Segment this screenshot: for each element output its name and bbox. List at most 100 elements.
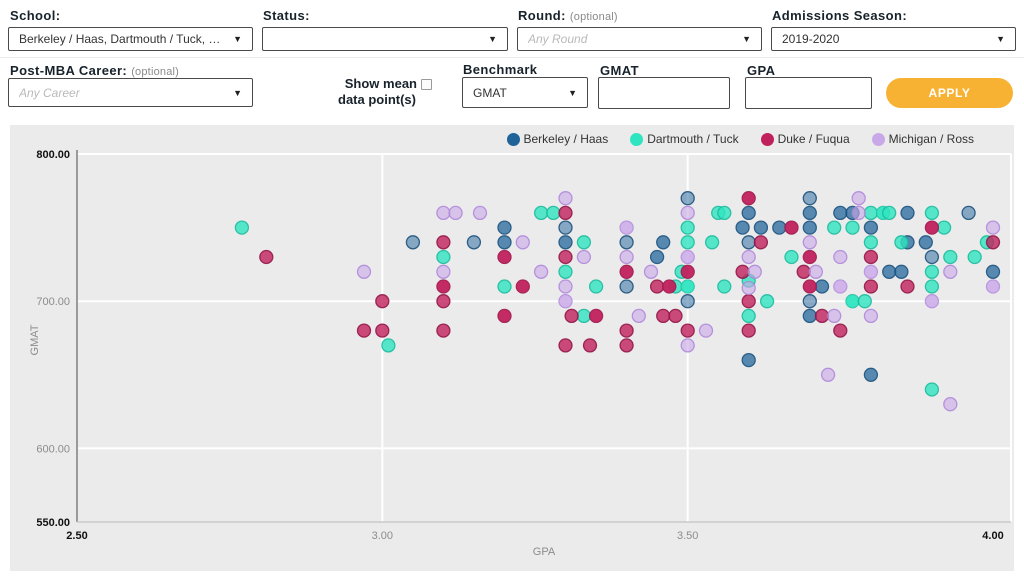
data-point[interactable] bbox=[436, 323, 451, 338]
data-point[interactable] bbox=[845, 220, 860, 235]
data-point[interactable] bbox=[827, 220, 842, 235]
data-point[interactable] bbox=[576, 249, 592, 265]
data-point[interactable] bbox=[680, 294, 695, 309]
data-point[interactable] bbox=[759, 294, 775, 309]
data-point[interactable] bbox=[741, 308, 756, 324]
data-point[interactable] bbox=[882, 205, 897, 221]
data-point[interactable] bbox=[808, 264, 824, 279]
data-point[interactable] bbox=[436, 205, 451, 221]
data-point[interactable] bbox=[924, 279, 940, 294]
data-point[interactable] bbox=[717, 205, 732, 221]
data-point[interactable] bbox=[827, 308, 842, 324]
data-point[interactable] bbox=[735, 264, 750, 279]
data-point[interactable] bbox=[784, 249, 799, 265]
data-point[interactable] bbox=[466, 235, 482, 250]
data-point[interactable] bbox=[436, 294, 451, 309]
legend-item[interactable]: Dartmouth / Tuck bbox=[630, 132, 739, 146]
data-point[interactable] bbox=[820, 367, 836, 382]
data-point[interactable] bbox=[924, 264, 940, 279]
data-point[interactable] bbox=[680, 235, 695, 250]
data-point[interactable] bbox=[588, 279, 604, 294]
data-point[interactable] bbox=[833, 249, 848, 265]
legend-item[interactable]: Duke / Fuqua bbox=[760, 132, 850, 146]
career-select[interactable]: Any Career ▼ bbox=[8, 78, 253, 107]
data-point[interactable] bbox=[985, 264, 1001, 279]
season-select[interactable]: 2019-2020 ▼ bbox=[771, 27, 1016, 51]
data-point[interactable] bbox=[863, 220, 879, 235]
data-point[interactable] bbox=[894, 235, 909, 250]
data-point[interactable] bbox=[533, 264, 549, 279]
data-point[interactable] bbox=[631, 308, 646, 324]
data-point[interactable] bbox=[405, 235, 421, 250]
data-point[interactable] bbox=[576, 235, 592, 250]
data-point[interactable] bbox=[863, 249, 879, 265]
data-point[interactable] bbox=[381, 338, 396, 353]
data-point[interactable] bbox=[924, 249, 940, 265]
data-point[interactable] bbox=[985, 235, 1001, 250]
data-point[interactable] bbox=[985, 220, 1001, 235]
data-point[interactable] bbox=[680, 205, 695, 221]
data-point[interactable] bbox=[753, 235, 769, 250]
data-point[interactable] bbox=[918, 235, 933, 250]
data-point[interactable] bbox=[234, 220, 250, 235]
data-point[interactable] bbox=[863, 367, 879, 382]
data-point[interactable] bbox=[802, 235, 817, 250]
data-point[interactable] bbox=[900, 205, 915, 221]
data-point[interactable] bbox=[802, 220, 817, 235]
data-point[interactable] bbox=[558, 279, 573, 294]
data-point[interactable] bbox=[863, 205, 879, 221]
data-point[interactable] bbox=[894, 264, 909, 279]
data-point[interactable] bbox=[619, 249, 634, 265]
apply-button[interactable]: APPLY bbox=[886, 78, 1013, 108]
data-point[interactable] bbox=[656, 235, 671, 250]
data-point[interactable] bbox=[546, 205, 561, 221]
data-point[interactable] bbox=[680, 338, 695, 353]
data-point[interactable] bbox=[497, 235, 512, 250]
data-point[interactable] bbox=[717, 279, 732, 294]
data-point[interactable] bbox=[741, 294, 756, 309]
data-point[interactable] bbox=[558, 191, 573, 206]
data-point[interactable] bbox=[558, 338, 573, 353]
data-point[interactable] bbox=[649, 249, 665, 265]
data-point[interactable] bbox=[943, 249, 958, 265]
data-point[interactable] bbox=[863, 308, 879, 324]
round-select[interactable]: Any Round ▼ bbox=[517, 27, 762, 51]
legend-item[interactable]: Michigan / Ross bbox=[871, 132, 974, 146]
scatter-plot[interactable]: 800.00 700.00 600.00 550.002.50 3.00 3.50 4.00… bbox=[10, 125, 1014, 571]
data-point[interactable] bbox=[375, 323, 390, 338]
data-point[interactable] bbox=[741, 205, 756, 221]
data-point[interactable] bbox=[472, 205, 488, 221]
data-point[interactable] bbox=[802, 205, 817, 221]
benchmark-select[interactable]: GMAT ▼ bbox=[462, 77, 588, 108]
data-point[interactable] bbox=[558, 249, 573, 265]
data-point[interactable] bbox=[619, 323, 634, 338]
data-point[interactable] bbox=[533, 205, 549, 221]
data-point[interactable] bbox=[680, 220, 695, 235]
status-select[interactable]: ▼ bbox=[262, 27, 508, 51]
data-point[interactable] bbox=[558, 235, 573, 250]
data-point[interactable] bbox=[943, 264, 958, 279]
data-point[interactable] bbox=[619, 235, 634, 250]
data-point[interactable] bbox=[436, 235, 451, 250]
data-point[interactable] bbox=[680, 323, 695, 338]
data-point[interactable] bbox=[656, 308, 671, 324]
data-point[interactable] bbox=[619, 279, 634, 294]
data-point[interactable] bbox=[668, 308, 683, 324]
data-point[interactable] bbox=[619, 338, 634, 353]
data-point[interactable] bbox=[259, 249, 274, 265]
data-point[interactable] bbox=[857, 294, 872, 309]
data-point[interactable] bbox=[961, 205, 976, 221]
school-select[interactable]: Berkeley / Haas, Dartmouth / Tuck, Duke … bbox=[8, 27, 253, 51]
gmat-input[interactable] bbox=[598, 77, 730, 109]
data-point[interactable] bbox=[753, 220, 769, 235]
data-point[interactable] bbox=[375, 294, 390, 309]
data-point[interactable] bbox=[448, 205, 463, 221]
data-point[interactable] bbox=[741, 352, 756, 368]
data-point[interactable] bbox=[747, 264, 762, 279]
data-point[interactable] bbox=[741, 323, 756, 338]
data-point[interactable] bbox=[436, 249, 451, 265]
data-point[interactable] bbox=[698, 323, 714, 338]
data-point[interactable] bbox=[833, 323, 848, 338]
data-point[interactable] bbox=[943, 397, 958, 412]
data-point[interactable] bbox=[356, 323, 372, 338]
